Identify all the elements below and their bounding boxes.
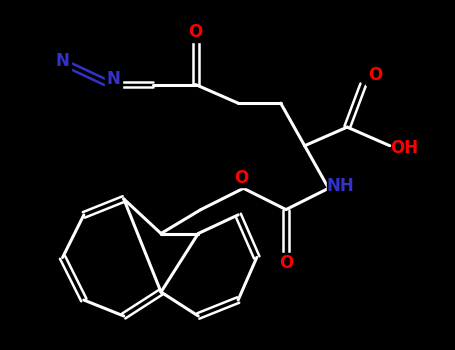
Text: NH: NH <box>326 177 354 195</box>
Text: N: N <box>106 70 120 88</box>
Bar <box>392 139 418 158</box>
Bar <box>366 65 384 85</box>
Bar <box>278 253 294 272</box>
Text: O: O <box>234 169 248 187</box>
Text: O: O <box>279 254 293 272</box>
Bar <box>54 51 71 70</box>
Bar <box>327 176 354 195</box>
Text: N: N <box>56 51 70 70</box>
Bar <box>187 23 204 42</box>
Text: O: O <box>368 66 382 84</box>
Text: OH: OH <box>390 139 419 158</box>
Bar <box>105 70 121 89</box>
Bar <box>233 168 249 187</box>
Text: O: O <box>188 23 203 41</box>
